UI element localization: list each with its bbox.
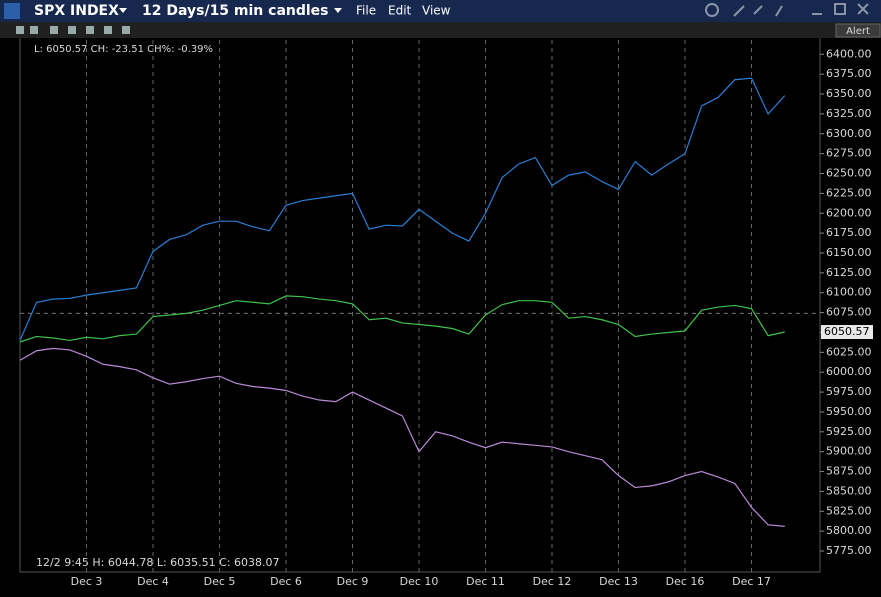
y-tick-label: 6200.00 <box>826 206 872 219</box>
y-tick-label: 5850.00 <box>826 484 872 497</box>
x-tick-label: Dec 11 <box>466 575 505 588</box>
y-tick-label: 6075.00 <box>826 306 872 319</box>
x-tick-label: Dec 13 <box>599 575 638 588</box>
series-line <box>19 295 785 343</box>
y-tick-label: 5900.00 <box>826 445 872 458</box>
x-tick-label: Dec 3 <box>71 575 103 588</box>
toolbar-icons[interactable] <box>16 26 130 34</box>
y-tick-label: 5975.00 <box>826 385 872 398</box>
y-tick-label: 6375.00 <box>826 67 872 80</box>
y-tick-label: 6000.00 <box>826 365 872 378</box>
x-tick-label: Dec 16 <box>666 575 705 588</box>
y-tick-label: 6275.00 <box>826 147 872 160</box>
symbol[interactable]: SPX INDEX <box>34 3 119 19</box>
series-line <box>19 347 785 527</box>
y-tick-label: 6100.00 <box>826 286 872 299</box>
y-tick-label: 6125.00 <box>826 266 872 279</box>
y-tick-label: 5800.00 <box>826 524 872 537</box>
y-tick-label: 6025.00 <box>826 345 872 358</box>
title-bar <box>0 0 881 22</box>
price-tag <box>821 325 873 340</box>
alert-button[interactable] <box>835 23 881 38</box>
series-line <box>19 77 786 341</box>
x-tick-label: Dec 9 <box>337 575 369 588</box>
period[interactable]: 12 Days/15 min candles <box>142 3 329 19</box>
menu-edit[interactable]: Edit <box>388 4 412 18</box>
x-tick-label: Dec 12 <box>533 575 572 588</box>
y-tick-label: 5925.00 <box>826 425 872 438</box>
info-top: L: 6050.57 CH: -23.51 CH%: -0.39% <box>34 44 213 55</box>
y-tick-label: 6325.00 <box>826 107 872 120</box>
alert-label[interactable]: Alert <box>846 26 870 37</box>
dropdown-arrow[interactable] <box>334 8 342 13</box>
x-tick-label: Dec 10 <box>400 575 439 588</box>
toolbar <box>0 22 881 38</box>
y-tick-label: 5775.00 <box>826 544 872 557</box>
y-tick-label: 6300.00 <box>826 127 872 140</box>
y-tick-label: 6150.00 <box>826 246 872 259</box>
menu-view[interactable]: View <box>422 4 451 18</box>
x-tick-label: Dec 17 <box>732 575 771 588</box>
y-tick-label: 5825.00 <box>826 504 872 517</box>
app-icon <box>4 3 20 19</box>
menu-file[interactable]: File <box>356 4 376 18</box>
y-tick-label: 6175.00 <box>826 226 872 239</box>
dropdown-arrow[interactable] <box>119 8 127 13</box>
y-tick-label: 6250.00 <box>826 167 872 180</box>
x-tick-label: Dec 4 <box>137 575 169 588</box>
x-tick-label: Dec 5 <box>204 575 236 588</box>
y-tick-label: 6400.00 <box>826 47 872 60</box>
x-tick-label: Dec 6 <box>270 575 302 588</box>
y-tick-label: 6225.00 <box>826 186 872 199</box>
y-tick-label: 5950.00 <box>826 405 872 418</box>
info-bottom: 12/2 9:45 H: 6044.78 L: 6035.51 C: 6038.… <box>36 556 280 569</box>
y-tick-label: 6350.00 <box>826 87 872 100</box>
window-controls[interactable] <box>705 3 869 17</box>
price-tag-label: 6050.57 <box>824 325 870 338</box>
y-tick-label: 5875.00 <box>826 465 872 478</box>
